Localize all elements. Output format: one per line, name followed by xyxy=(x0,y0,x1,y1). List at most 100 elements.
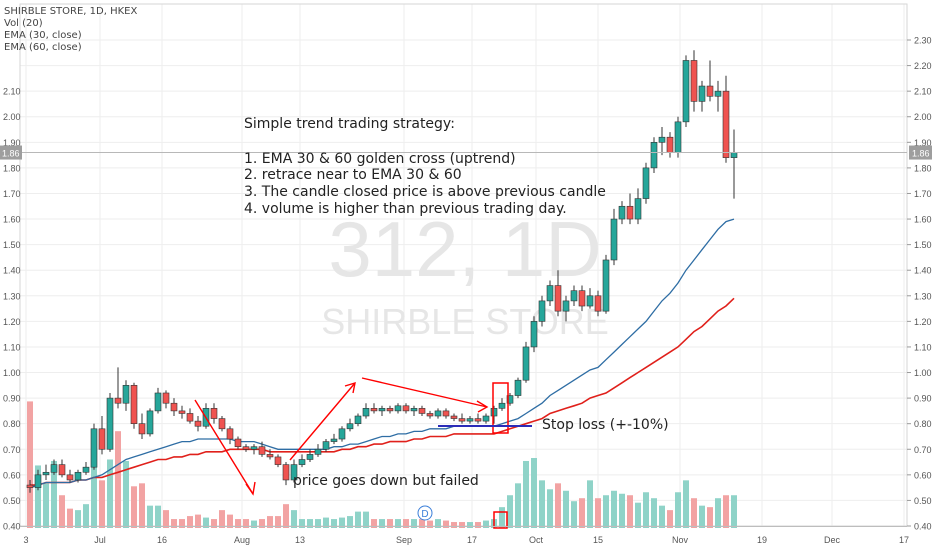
ema30-line xyxy=(29,218,735,489)
volume-bar xyxy=(35,465,41,528)
price-tick-label: 0.50 xyxy=(914,496,932,506)
volume-bar xyxy=(459,522,465,528)
candle-body xyxy=(466,418,474,422)
candle-body xyxy=(474,418,482,422)
indicator-ema30[interactable]: EMA (30, close) xyxy=(4,30,82,41)
candle-body xyxy=(642,167,650,199)
price-tick-label: 0.60 xyxy=(914,470,932,480)
candle-body xyxy=(578,290,586,307)
candle-body xyxy=(458,418,466,422)
candle-body xyxy=(714,90,722,97)
candle-body xyxy=(250,446,258,450)
candle-body xyxy=(706,85,714,97)
price-tick-label: 1.20 xyxy=(914,317,932,327)
candle-body xyxy=(42,471,50,476)
price-tick-label-left: 2.10 xyxy=(3,87,21,97)
candle-body xyxy=(114,397,122,404)
price-tick-label-left: 1.40 xyxy=(3,266,21,276)
volume-bar xyxy=(411,519,417,528)
stop-loss-label: Stop loss (+-10%) xyxy=(542,417,669,433)
candle-body xyxy=(306,454,314,460)
candle-body xyxy=(138,423,146,435)
time-tick-label: Oct xyxy=(529,535,544,545)
candle-body xyxy=(442,410,450,417)
volume-bar xyxy=(131,486,137,528)
volume-bar xyxy=(203,517,209,528)
price-tick-label-left: 1.20 xyxy=(3,317,21,327)
price-tick-label-left: 1.90 xyxy=(3,138,21,148)
candle-body xyxy=(282,464,290,481)
price-tick-label-left: 1.70 xyxy=(3,189,21,199)
volume-bar xyxy=(427,520,433,528)
volume-bar xyxy=(363,511,369,528)
candle-body xyxy=(482,415,490,422)
volume-bar xyxy=(331,519,337,528)
volume-bar xyxy=(139,483,145,528)
time-tick-label: 17 xyxy=(467,535,477,545)
volume-bar xyxy=(195,514,201,528)
strategy-note: Simple trend trading strategy: 1. EMA 30… xyxy=(244,116,669,489)
price-tick-label-left: 2.00 xyxy=(3,112,21,122)
indicator-volume[interactable]: Vol (20) xyxy=(4,18,43,29)
candle-body xyxy=(554,285,562,312)
price-tick-label: 0.90 xyxy=(914,394,932,404)
candle-body xyxy=(354,415,362,424)
volume-bar xyxy=(299,519,305,528)
candle-body xyxy=(722,90,730,158)
candle-body xyxy=(194,420,202,427)
volume-bar xyxy=(235,519,241,528)
candle-body xyxy=(698,85,706,102)
volume-bar xyxy=(547,489,553,528)
candle-body xyxy=(426,413,434,417)
price-tick-label: 1.50 xyxy=(914,240,932,250)
ema-lines xyxy=(29,218,735,489)
candle-body xyxy=(122,385,130,404)
indicator-ema60[interactable]: EMA (60, close) xyxy=(4,42,82,53)
candle-body xyxy=(546,285,554,302)
candle-body xyxy=(186,413,194,422)
price-tick-label: 1.70 xyxy=(914,189,932,199)
candle-body xyxy=(674,121,682,153)
candle-body xyxy=(450,415,458,419)
time-axis: 3 Jul 16 Aug 13 Sep 17 Oct 15 Nov 19 Dec 17 xyxy=(20,526,909,545)
volume-bar xyxy=(107,459,113,528)
price-tick-label-left: 0.80 xyxy=(3,419,21,429)
volume-bar xyxy=(707,507,713,528)
volume-bar xyxy=(171,519,177,528)
price-tick-label: 1.00 xyxy=(914,368,932,378)
volume-bar xyxy=(27,401,33,528)
candle-body xyxy=(506,395,514,404)
price-tick-label: 2.10 xyxy=(914,87,932,97)
up-arrow-head xyxy=(344,381,356,394)
candle-body xyxy=(610,218,618,261)
candle-body xyxy=(666,136,674,153)
price-tick-label: 2.00 xyxy=(914,112,932,122)
watermark-symbol: 312, 1D xyxy=(328,205,601,293)
volume-bar xyxy=(275,516,281,528)
volume-bar xyxy=(307,519,313,528)
volume-bar xyxy=(651,498,657,528)
price-tick-label: 0.80 xyxy=(914,419,932,429)
volume-bar xyxy=(603,495,609,528)
candle-body xyxy=(106,397,114,450)
candle-body xyxy=(34,474,42,488)
candle-body xyxy=(362,408,370,417)
candle-body xyxy=(690,60,698,102)
volume-bar xyxy=(595,498,601,528)
candle-body xyxy=(434,410,442,417)
volume-bar xyxy=(291,510,297,528)
volume-bar xyxy=(435,519,441,528)
candle-body xyxy=(258,446,266,455)
volume-bar xyxy=(507,495,513,528)
candle-body xyxy=(522,346,530,381)
volume-bar xyxy=(531,458,537,528)
volume-bar xyxy=(659,505,665,528)
candle-body xyxy=(618,205,626,220)
volume-bar xyxy=(419,519,425,528)
volume-bar xyxy=(155,505,161,528)
volume-bar xyxy=(555,483,561,528)
candle-body xyxy=(330,438,338,442)
time-tick-label: Aug xyxy=(234,535,250,545)
